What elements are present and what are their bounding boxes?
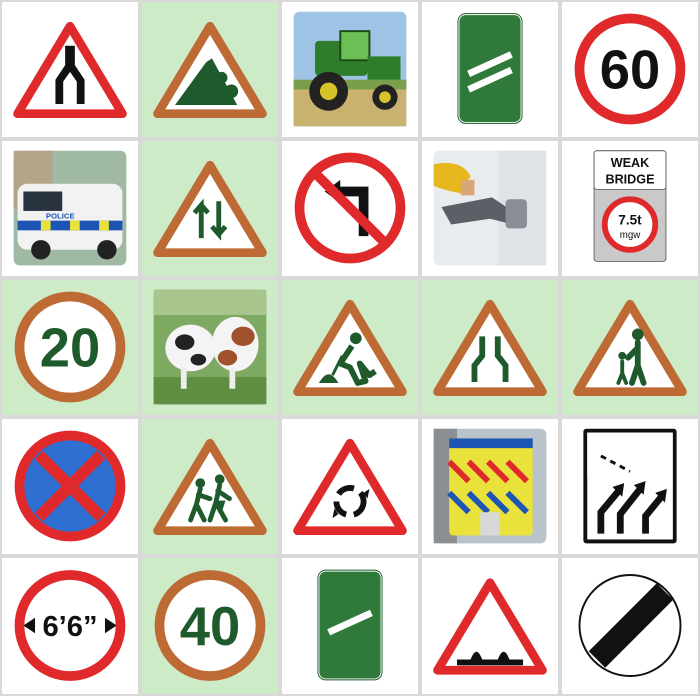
road-works-sign-icon xyxy=(293,299,407,397)
svg-text:40: 40 xyxy=(180,596,241,657)
two-way-traffic-sign-icon xyxy=(153,160,267,258)
road-narrows-left-sign-icon xyxy=(13,21,127,119)
children-crossing-sign-icon xyxy=(153,438,267,536)
grid-tile-speed-limit-sign[interactable]: 60 xyxy=(560,0,700,139)
speed-limit-sign-icon: 20 xyxy=(14,291,126,403)
grid-tile-road-narrows-both-sides-sign[interactable] xyxy=(420,278,560,417)
national-speed-limit-sign-icon xyxy=(578,574,682,677)
weak-bridge-sign-icon: WEAK BRIDGE 7.5t mgw xyxy=(593,150,667,262)
fuel-pump-photo-icon xyxy=(433,150,547,266)
svg-text:POLICE: POLICE xyxy=(46,212,75,221)
grid-tile-no-left-turn-sign[interactable] xyxy=(280,139,420,278)
svg-text:WEAK: WEAK xyxy=(611,156,650,170)
grid-tile-countdown-marker-one-bar[interactable] xyxy=(280,556,420,696)
grid-tile-falling-rocks-sign[interactable] xyxy=(140,0,280,139)
svg-text:mgw: mgw xyxy=(620,230,641,241)
grid-tile-ambulance-photo[interactable] xyxy=(420,417,560,556)
grid-tile-roundabout-sign[interactable] xyxy=(280,417,420,556)
road-narrows-both-sides-sign-icon xyxy=(433,299,547,397)
countdown-marker-one-bar-icon xyxy=(316,568,384,682)
grid-tile-cattle-photo[interactable] xyxy=(140,278,280,417)
svg-text:BRIDGE: BRIDGE xyxy=(605,173,654,187)
grid-tile-two-way-traffic-sign[interactable] xyxy=(140,139,280,278)
grid-tile-weak-bridge-sign[interactable]: WEAK BRIDGE 7.5t mgw xyxy=(560,139,700,278)
speed-limit-sign-icon: 60 xyxy=(574,13,686,125)
countdown-marker-two-bars-icon xyxy=(456,12,524,125)
svg-text:7.5t: 7.5t xyxy=(618,213,642,228)
roundabout-sign-icon xyxy=(293,438,407,536)
grid-tile-speed-limit-sign[interactable]: 20 xyxy=(0,278,140,417)
grid-tile-speed-limit-sign[interactable]: 40 xyxy=(140,556,280,696)
grid-tile-no-stopping-clearway-sign[interactable] xyxy=(0,417,140,556)
ambulance-photo-icon xyxy=(433,428,547,544)
grid-tile-police-van-photo[interactable]: POLICE xyxy=(0,139,140,278)
no-stopping-clearway-sign-icon xyxy=(14,430,126,542)
svg-text:60: 60 xyxy=(600,39,660,100)
grid-tile-uneven-road-sign[interactable] xyxy=(420,556,560,696)
height-limit-sign-icon: 6’6” xyxy=(14,570,126,681)
grid-tile-pedestrians-sign[interactable] xyxy=(560,278,700,417)
grid-tile-height-limit-sign[interactable]: 6’6” xyxy=(0,556,140,696)
grid-tile-children-crossing-sign[interactable] xyxy=(140,417,280,556)
cattle-photo-icon xyxy=(153,289,267,405)
falling-rocks-sign-icon xyxy=(153,21,267,119)
grid-tile-road-narrows-left-sign[interactable] xyxy=(0,0,140,139)
grid-tile-lane-merge-sign[interactable] xyxy=(560,417,700,556)
lane-merge-sign-icon xyxy=(583,428,677,544)
grid-tile-fuel-pump-photo[interactable] xyxy=(420,139,560,278)
grid-tile-road-works-sign[interactable] xyxy=(280,278,420,417)
grid-tile-national-speed-limit-sign[interactable] xyxy=(560,556,700,696)
grid-tile-tractor-photo[interactable] xyxy=(280,0,420,139)
tractor-photo-icon xyxy=(293,11,407,127)
svg-text:20: 20 xyxy=(40,317,100,378)
svg-text:6’6”: 6’6” xyxy=(42,611,97,643)
no-left-turn-sign-icon xyxy=(294,152,406,264)
pedestrians-sign-icon xyxy=(573,299,687,397)
speed-limit-sign-icon: 40 xyxy=(154,570,266,681)
uneven-road-sign-icon xyxy=(433,578,547,675)
police-van-photo-icon: POLICE xyxy=(13,150,127,266)
grid-tile-countdown-marker-two-bars[interactable] xyxy=(420,0,560,139)
